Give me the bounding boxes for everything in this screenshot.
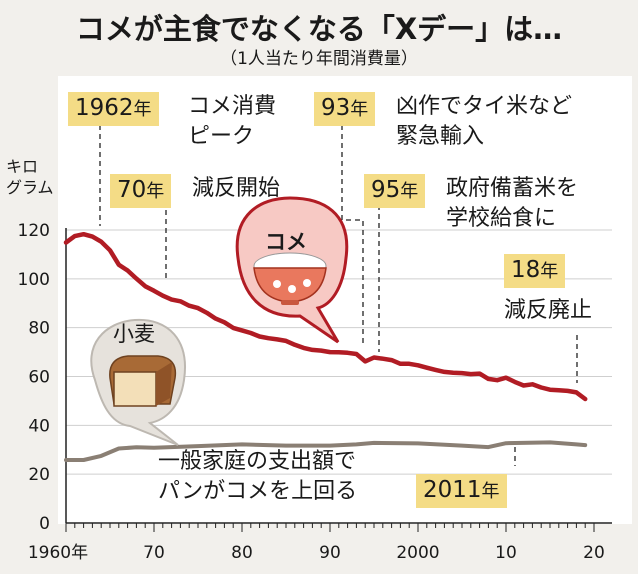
year-value: 1962 — [75, 95, 134, 121]
annotation-text-93: 凶作でタイ米など 緊急輸入 — [396, 92, 572, 152]
series-label-rice: コメ — [265, 230, 307, 254]
annotation-text-95: 政府備蓄米を 学校給食に — [446, 174, 578, 234]
y-tick-label: 100 — [18, 270, 50, 290]
chart-title: コメが主食でなくなる「Xデー」は… — [75, 12, 563, 46]
year-suffix: 年 — [350, 99, 369, 120]
y-tick-label: 0 — [39, 514, 50, 534]
y-tick-label: 40 — [28, 416, 50, 436]
annotation-text-18: 減反廃止 — [504, 296, 592, 326]
series-label-wheat: 小麦 — [113, 322, 155, 346]
y-axis-unit-line-1: キロ — [6, 157, 39, 176]
y-tick-label: 120 — [18, 221, 50, 241]
x-tick-label: 90 — [319, 543, 341, 563]
note-line: 減反廃止 — [504, 298, 593, 323]
y-tick-label: 20 — [28, 465, 50, 485]
note-line: 凶作でタイ米など — [396, 94, 573, 119]
wheat-callout — [90, 318, 186, 446]
y-tick-label: 80 — [28, 319, 50, 339]
annotation-text-2011: 一般家庭の支出額で パンがコメを上回る — [158, 447, 357, 507]
year-value: 70 — [117, 177, 147, 203]
annotation-text-1962: コメ消費 ピーク — [188, 92, 276, 152]
series-line-rice — [63, 231, 588, 402]
year-suffix: 年 — [481, 481, 500, 502]
annotation-year-2011: 2011年 — [416, 474, 507, 508]
year-suffix: 年 — [133, 99, 152, 120]
bread-loaf-icon — [109, 355, 177, 407]
annotation-year-95: 95年 — [364, 174, 426, 208]
annotation-text-70: 減反開始 — [192, 174, 280, 204]
x-tick-label: 70 — [143, 543, 165, 563]
x-tick-label: 10 — [495, 543, 517, 563]
chart-subtitle: （1人当たり年間消費量） — [220, 49, 418, 69]
note-line: ピーク — [188, 124, 255, 149]
series-line-wheat — [64, 440, 588, 462]
x-tick-label: 2000 — [396, 543, 439, 563]
note-line: 減反開始 — [192, 176, 281, 201]
y-tick-label: 60 — [28, 368, 50, 388]
year-value: 93 — [321, 95, 351, 121]
x-tick-label: 80 — [231, 543, 253, 563]
annotation-year-18: 18年 — [504, 254, 566, 288]
year-suffix: 年 — [540, 261, 559, 282]
note-line: 一般家庭の支出額で — [158, 449, 357, 474]
annotation-year-1962: 1962年 — [68, 92, 159, 126]
rice-bowl-icon — [253, 252, 327, 305]
note-line: 学校給食に — [446, 206, 557, 231]
y-axis-unit: キロ グラム — [6, 156, 54, 198]
annotation-year-93: 93年 — [314, 92, 376, 126]
annotation-year-70: 70年 — [110, 174, 172, 208]
y-axis-unit-line-2: グラム — [6, 178, 54, 197]
note-line: パンがコメを上回る — [158, 479, 358, 504]
note-line: 緊急輸入 — [396, 124, 485, 149]
year-suffix: 年 — [146, 181, 165, 202]
year-value: 95 — [371, 177, 401, 203]
year-value: 2011 — [423, 477, 482, 503]
x-tick-label: 20 — [583, 543, 605, 563]
note-line: 政府備蓄米を — [446, 176, 579, 201]
year-value: 18 — [511, 257, 541, 283]
year-suffix: 年 — [400, 181, 419, 202]
leader-93 — [341, 125, 364, 343]
rice-callout — [235, 196, 349, 344]
note-line: コメ消費 — [188, 94, 277, 119]
x-tick-label: 1960年 — [28, 543, 88, 563]
